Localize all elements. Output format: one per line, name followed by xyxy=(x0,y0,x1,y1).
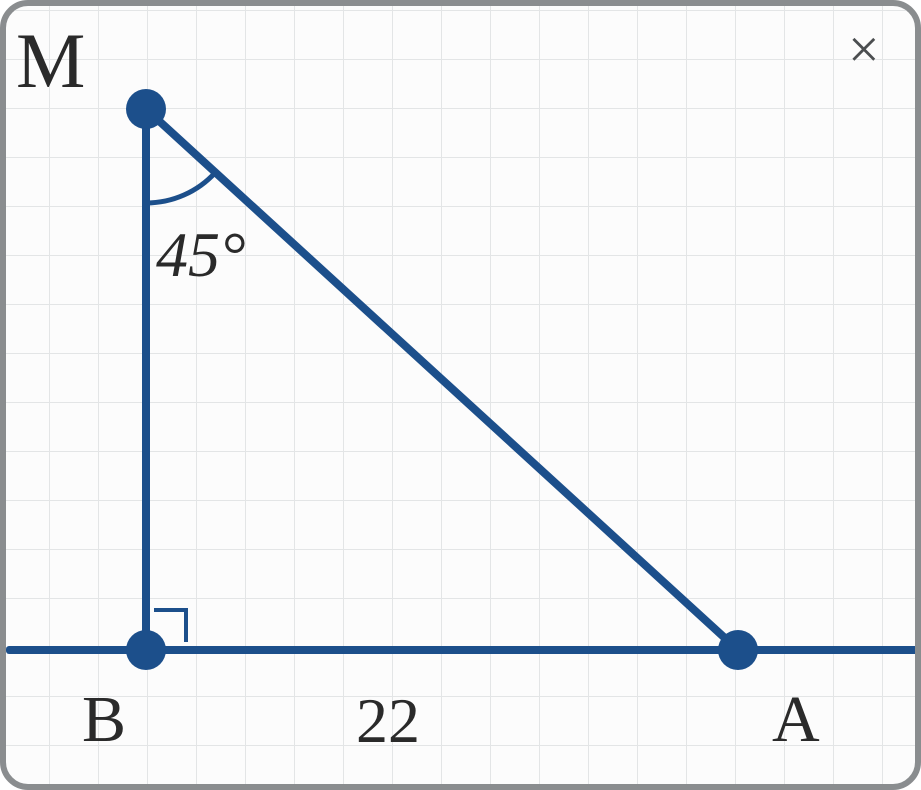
vertex-label-m: M xyxy=(16,16,85,106)
diagram-frame: M B A 22 45° × xyxy=(0,0,921,790)
close-icon[interactable]: × xyxy=(848,22,880,78)
vertex-label-a: A xyxy=(772,682,820,758)
point-b xyxy=(126,630,166,670)
angle-label: 45° xyxy=(156,218,246,292)
point-m xyxy=(126,89,166,129)
vertex-label-b: B xyxy=(82,682,126,758)
side-length-label: 22 xyxy=(356,684,420,758)
point-a xyxy=(718,630,758,670)
